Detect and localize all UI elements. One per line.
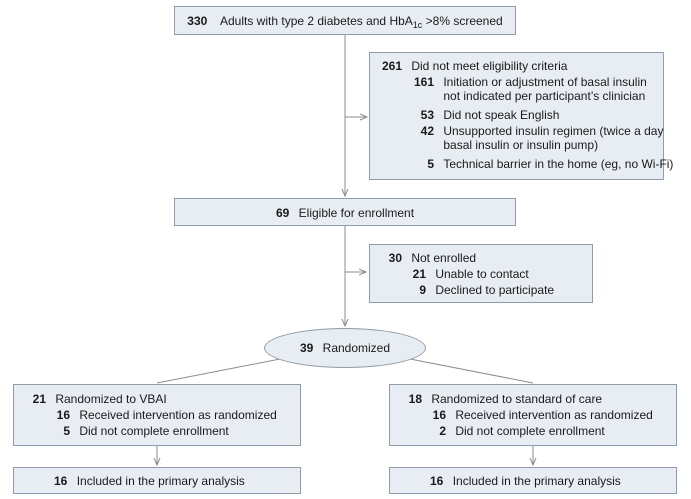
- soc-analysis-box: 16 Included in the primary analysis: [389, 467, 677, 494]
- randomized-label: Randomized: [322, 341, 391, 355]
- soc-label: Randomized to standard of care: [431, 392, 603, 406]
- vbai-received-count: 16: [56, 408, 70, 422]
- soc-incomplete-label: Did not complete enrollment: [455, 424, 605, 438]
- not-enrolled-reason: Unable to contact: [435, 267, 529, 281]
- soc-received-count: 16: [432, 408, 446, 422]
- randomized-oval: 39 Randomized: [264, 328, 426, 368]
- vbai-analysis-label: Included in the primary analysis: [76, 474, 245, 488]
- not-enrolled-reason-count: 9: [419, 283, 426, 297]
- exclusion-reason: Technical barrier in the home (eg, no Wi…: [443, 157, 674, 171]
- exclusion-box: 261 Did not meet eligibility criteria 16…: [369, 52, 673, 180]
- excluded-label: Did not meet eligibility criteria: [411, 59, 568, 73]
- eligible-count: 69: [275, 206, 290, 220]
- soc-received-label: Received intervention as randomized: [455, 408, 653, 422]
- vbai-arm-box: 21 Randomized to VBAI 16 Received interv…: [13, 384, 301, 446]
- not-enrolled-label: Not enrolled: [411, 251, 477, 265]
- soc-analysis-label: Included in the primary analysis: [452, 474, 621, 488]
- exclusion-reason: Did not speak English: [443, 108, 560, 122]
- vbai-incomplete-count: 5: [63, 424, 70, 438]
- exclusion-reason: Unsupported insulin regimen (twice a day…: [443, 124, 664, 152]
- vbai-incomplete-label: Did not complete enrollment: [79, 424, 229, 438]
- vbai-received-label: Received intervention as randomized: [79, 408, 277, 422]
- eligible-label: Eligible for enrollment: [298, 206, 415, 220]
- exclusion-reason-count: 5: [427, 157, 434, 171]
- randomize-left-line: [156, 358, 281, 384]
- eligible-box: 69 Eligible for enrollment: [174, 198, 516, 226]
- vbai-label: Randomized to VBAI: [55, 392, 167, 406]
- excluded-count: 261: [381, 59, 402, 73]
- not-enrolled-count: 30: [388, 251, 402, 265]
- exclusion-reason-count: 42: [420, 124, 434, 138]
- not-enrolled-reason-count: 21: [412, 267, 426, 281]
- soc-count: 18: [408, 392, 422, 406]
- vbai-analysis-box: 16 Included in the primary analysis: [13, 467, 301, 494]
- soc-analysis-count: 16: [430, 474, 444, 488]
- vbai-count: 21: [32, 392, 46, 406]
- screened-box: 330 Adults with type 2 diabetes and HbA1…: [174, 6, 516, 35]
- soc-arm-box: 18 Randomized to standard of care 16 Rec…: [389, 384, 677, 446]
- not-enrolled-box: 30 Not enrolled 21 Unable to contact 9 D…: [369, 244, 593, 303]
- randomize-right-line: [409, 358, 534, 384]
- vbai-analysis-count: 16: [54, 474, 68, 488]
- exclusion-reason-count: 161: [413, 75, 434, 89]
- randomized-count: 39: [299, 341, 314, 355]
- screened-count: 330: [187, 14, 208, 28]
- soc-incomplete-count: 2: [439, 424, 446, 438]
- screened-label: Adults with type 2 diabetes and HbA1c >8…: [220, 14, 503, 30]
- exclusion-reason-count: 53: [420, 108, 434, 122]
- not-enrolled-reason: Declined to participate: [435, 283, 555, 297]
- exclusion-reason: Initiation or adjustment of basal insuli…: [443, 75, 647, 103]
